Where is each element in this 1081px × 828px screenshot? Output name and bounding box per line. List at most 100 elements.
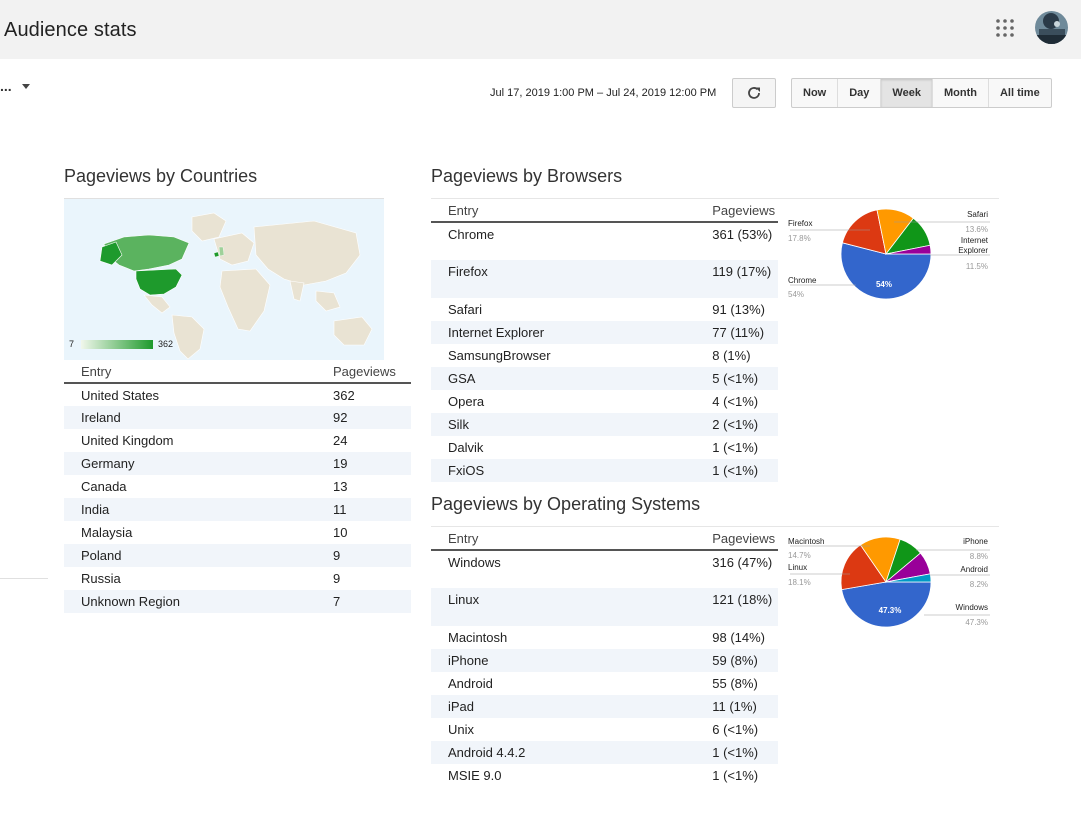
table-row[interactable]: GSA 5 (<1%) — [431, 367, 778, 390]
refresh-icon — [748, 87, 760, 99]
entry-cell: Windows — [448, 555, 501, 570]
pie-label-linux: Linux — [788, 563, 807, 572]
browsers-table: Entry Pageviews Chrome 361 (53%) Firefox 11… — [431, 201, 778, 482]
pie-slice-windows[interactable] — [841, 581, 932, 628]
pageviews-cell: 362 — [333, 388, 355, 403]
entry-cell: Linux — [431, 588, 713, 626]
column-header-pageviews[interactable]: Pageviews — [333, 362, 411, 384]
divider — [0, 578, 48, 579]
os-pie-chart[interactable]: Macintosh 14.7% Linux 18.1% iPhone 8.8% … — [784, 530, 999, 630]
table-row[interactable]: Ireland 92 — [64, 406, 411, 429]
range-day-button[interactable]: Day — [838, 79, 882, 107]
table-header-row: Entry Pageviews — [64, 362, 411, 384]
column-header-entry[interactable]: Entry — [64, 362, 333, 384]
refresh-button[interactable] — [732, 78, 776, 108]
entry-cell: Malaysia — [81, 525, 133, 540]
table-row[interactable]: Malaysia 10 — [64, 521, 411, 544]
column-header-pageviews[interactable]: Pageviews — [712, 201, 778, 223]
pageviews-cell: 11 — [333, 498, 411, 521]
entry-cell: SamsungBrowser — [448, 348, 551, 363]
chevron-down-icon[interactable] — [22, 84, 30, 89]
map-region-greenland — [191, 212, 227, 242]
pie-slice-chrome[interactable] — [840, 242, 932, 300]
pie-slice-firefox[interactable] — [841, 209, 887, 255]
entry-cell: FxiOS — [431, 459, 713, 482]
pie-pct-firefox: 17.8% — [788, 234, 811, 243]
divider — [431, 526, 999, 527]
pageviews-cell: 24 — [333, 433, 348, 448]
table-row[interactable]: Unix 6 (<1%) — [431, 718, 778, 741]
table-row[interactable]: Firefox 119 (17%) — [431, 260, 778, 298]
column-header-pageviews[interactable]: Pageviews — [712, 529, 778, 551]
browsers-section-title: Pageviews by Browsers — [431, 166, 623, 186]
entry-cell: United States — [81, 388, 160, 403]
table-row[interactable]: Dalvik 1 (<1%) — [431, 436, 778, 459]
pie-label-chrome: Chrome — [788, 276, 817, 285]
table-row[interactable]: Germany 19 — [64, 452, 411, 475]
table-row[interactable]: India 11 — [64, 498, 411, 521]
pie-slice-other[interactable] — [885, 573, 932, 583]
table-row[interactable]: Canada 13 — [64, 475, 411, 498]
table-row[interactable]: Windows 316 (47%) — [431, 550, 778, 588]
table-row[interactable]: iPad 11 (1%) — [431, 695, 778, 718]
pageviews-cell: 98 (14%) — [712, 630, 765, 645]
table-row[interactable]: SamsungBrowser 8 (1%) — [431, 344, 778, 367]
pie-pct-safari: 13.6% — [965, 225, 988, 234]
table-row[interactable]: Internet Explorer 77 (11%) — [431, 321, 778, 344]
map-region-africa — [219, 268, 271, 332]
table-row[interactable]: Chrome 361 (53%) — [431, 222, 778, 260]
table-row[interactable]: Linux 121 (18%) — [431, 588, 778, 626]
pageviews-cell: 19 — [333, 452, 411, 475]
range-month-button[interactable]: Month — [933, 79, 989, 107]
entry-cell: iPad — [431, 695, 713, 718]
entry-cell: Unix — [448, 722, 475, 737]
apps-grid-icon[interactable] — [995, 18, 1015, 38]
table-row[interactable]: iPhone 59 (8%) — [431, 649, 778, 672]
pie-label-firefox: Firefox — [788, 219, 812, 228]
pageviews-cell: 5 (<1%) — [712, 367, 778, 390]
avatar[interactable] — [1035, 11, 1068, 44]
pie-slice-other[interactable] — [885, 244, 932, 255]
table-row[interactable]: MSIE 9.0 1 (<1%) — [431, 764, 778, 787]
pageviews-cell: 1 (<1%) — [712, 741, 778, 764]
table-row[interactable]: FxiOS 1 (<1%) — [431, 459, 778, 482]
table-header-row: Entry Pageviews — [431, 201, 778, 223]
table-row[interactable]: Android 4.4.2 1 (<1%) — [431, 741, 778, 764]
table-row[interactable]: United States 362 — [64, 383, 411, 406]
table-row[interactable]: Safari 91 (13%) — [431, 298, 778, 321]
entry-cell: Chrome — [448, 227, 495, 242]
table-row[interactable]: Poland 9 — [64, 544, 411, 567]
pageviews-cell: 55 (8%) — [712, 676, 758, 691]
column-header-entry[interactable]: Entry — [431, 529, 713, 551]
table-row[interactable]: Russia 9 — [64, 567, 411, 590]
pageviews-cell: 10 — [333, 525, 348, 540]
map-region-alaska — [99, 241, 123, 266]
pageviews-cell: 7 — [333, 590, 411, 613]
table-row[interactable]: Android 55 (8%) — [431, 672, 778, 695]
table-row[interactable]: Unknown Region 7 — [64, 590, 411, 613]
browsers-pie-chart[interactable]: Firefox 17.8% Safari 13.6% Internet Expl… — [784, 202, 999, 302]
entry-cell: Macintosh — [448, 630, 508, 645]
range-all-time-button[interactable]: All time — [999, 87, 1040, 99]
pageviews-cell: 9 — [333, 544, 411, 567]
pageviews-cell: 59 (8%) — [712, 649, 778, 672]
map-region-southeast-asia — [315, 290, 341, 312]
map-region-uk — [218, 246, 225, 257]
table-row[interactable]: Silk 2 (<1%) — [431, 413, 778, 436]
range-week-button[interactable]: Week — [881, 79, 933, 107]
table-row[interactable]: United Kingdom 24 — [64, 429, 411, 452]
entry-cell: India — [64, 498, 333, 521]
range-now-button[interactable]: Now — [792, 79, 839, 107]
property-selector[interactable]: ... — [0, 78, 12, 94]
entry-cell: MSIE 9.0 — [448, 768, 502, 783]
color-scale-bar — [81, 340, 153, 349]
pageviews-cell: 316 (47%) — [712, 555, 773, 570]
countries-table: Entry Pageviews United States 362 Ireland 9… — [64, 362, 411, 613]
table-row[interactable]: Macintosh 98 (14%) — [431, 626, 778, 649]
table-row[interactable]: Opera 4 (<1%) — [431, 390, 778, 413]
column-header-entry[interactable]: Entry — [431, 201, 713, 223]
pageviews-cell: 1 (<1%) — [712, 768, 759, 783]
world-map[interactable]: 7 362 — [64, 198, 384, 360]
pageviews-cell: 1 (<1%) — [712, 459, 778, 482]
date-range-text: Jul 17, 2019 1:00 PM – Jul 24, 2019 12:0… — [490, 87, 717, 99]
